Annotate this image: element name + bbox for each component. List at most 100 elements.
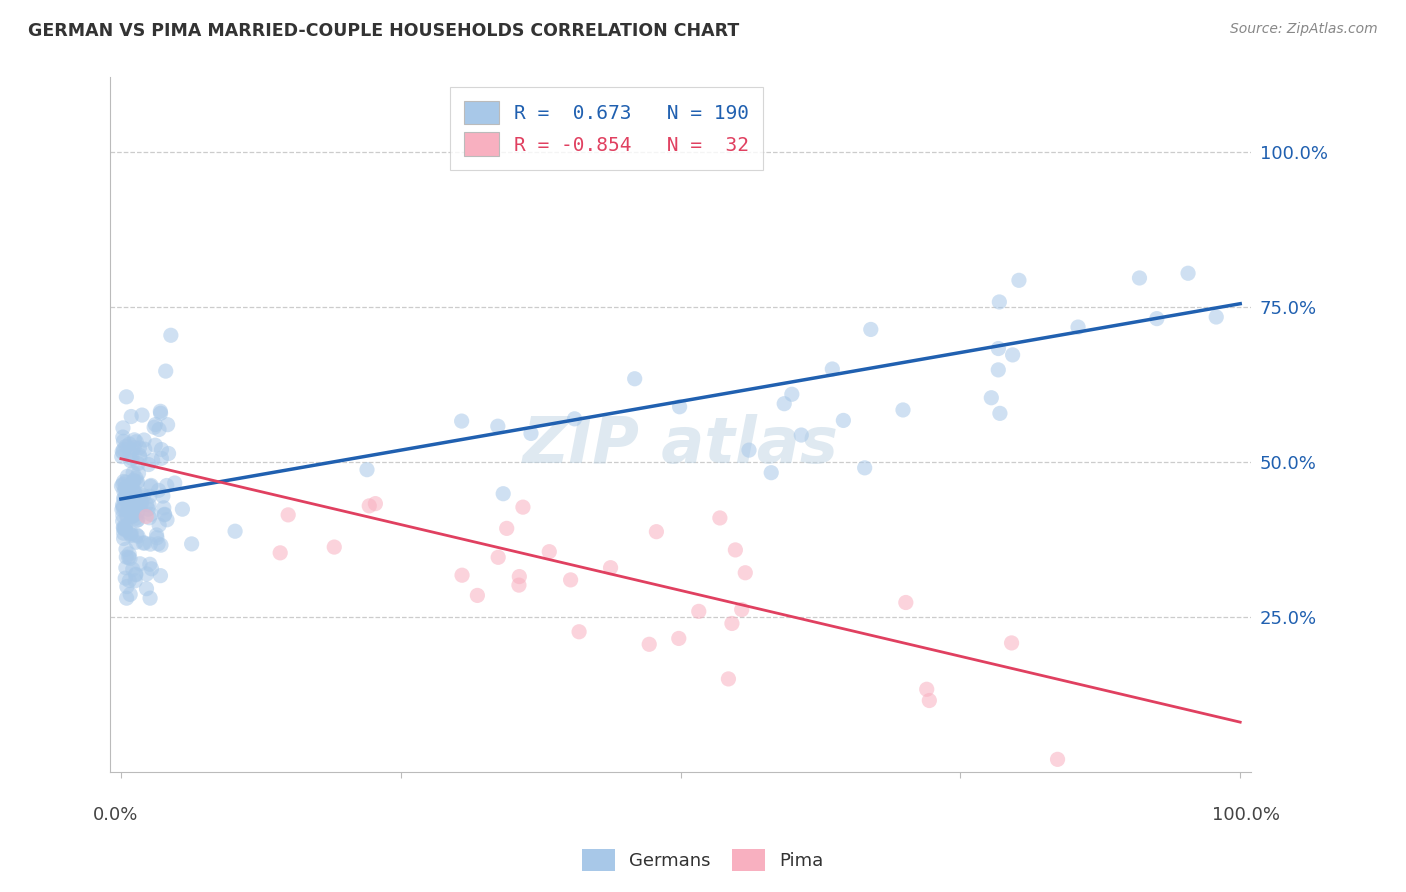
Point <box>118 503 141 517</box>
Point <box>121 492 143 507</box>
Point <box>160 328 183 343</box>
Point <box>121 495 143 509</box>
Legend: R =  0.673   N = 190, R = -0.854   N =  32: R = 0.673 N = 190, R = -0.854 N = 32 <box>450 87 762 169</box>
Point <box>277 508 299 522</box>
Text: 100.0%: 100.0% <box>1212 805 1279 824</box>
Point <box>112 434 135 449</box>
Point <box>156 513 179 527</box>
Point <box>988 295 1011 310</box>
Point <box>121 443 143 458</box>
Point <box>115 561 138 575</box>
Point <box>138 510 160 524</box>
Point <box>115 475 138 490</box>
Point <box>915 682 938 697</box>
Point <box>125 507 148 521</box>
Point <box>128 441 150 455</box>
Point <box>125 528 148 542</box>
Point <box>156 478 179 492</box>
Point <box>127 486 149 500</box>
Point <box>118 551 141 566</box>
Point <box>112 522 135 536</box>
Point <box>122 475 145 489</box>
Point <box>122 485 145 500</box>
Point <box>1001 348 1024 362</box>
Point <box>734 566 756 580</box>
Point <box>987 363 1010 377</box>
Point <box>450 414 472 428</box>
Point <box>568 624 591 639</box>
Point <box>163 475 186 490</box>
Point <box>668 632 690 646</box>
Point <box>157 446 180 460</box>
Point <box>155 364 177 378</box>
Point <box>520 426 543 441</box>
Point <box>121 491 143 506</box>
Point <box>121 509 143 524</box>
Point <box>128 497 150 511</box>
Point <box>124 485 146 500</box>
Point <box>135 509 157 524</box>
Point <box>112 499 135 513</box>
Point <box>139 591 162 606</box>
Point <box>117 500 139 514</box>
Point <box>790 428 813 442</box>
Point <box>780 387 803 401</box>
Point <box>112 501 135 516</box>
Point <box>121 508 143 523</box>
Point <box>364 497 387 511</box>
Point <box>118 437 141 451</box>
Point <box>512 500 534 515</box>
Point <box>149 406 172 420</box>
Point <box>115 439 138 453</box>
Point <box>987 342 1010 356</box>
Point <box>153 508 176 522</box>
Point <box>645 524 668 539</box>
Point <box>132 433 155 447</box>
Point <box>115 542 138 557</box>
Point <box>118 547 141 561</box>
Point <box>356 463 378 477</box>
Point <box>148 483 170 498</box>
Point <box>114 521 136 535</box>
Point <box>139 479 162 493</box>
Point <box>118 574 141 588</box>
Point <box>668 400 690 414</box>
Point <box>359 499 381 513</box>
Point <box>152 500 174 515</box>
Point <box>1000 636 1022 650</box>
Point <box>1205 310 1227 324</box>
Point <box>127 475 149 489</box>
Point <box>117 485 139 500</box>
Point <box>150 442 173 457</box>
Point <box>111 502 134 516</box>
Point <box>124 567 146 582</box>
Point <box>134 442 156 457</box>
Point <box>832 413 855 427</box>
Point <box>638 637 661 651</box>
Point <box>117 489 139 503</box>
Point <box>773 397 796 411</box>
Point <box>135 498 157 512</box>
Point <box>120 528 142 542</box>
Point <box>717 672 740 686</box>
Point <box>127 513 149 527</box>
Point <box>761 466 783 480</box>
Point <box>149 404 172 418</box>
Point <box>131 408 153 422</box>
Point <box>131 496 153 510</box>
Point <box>121 451 143 466</box>
Point <box>115 580 138 594</box>
Point <box>114 519 136 533</box>
Point <box>1128 271 1150 285</box>
Point <box>141 562 163 576</box>
Point <box>132 536 155 550</box>
Point <box>112 446 135 460</box>
Point <box>125 491 148 505</box>
Point <box>1008 273 1031 287</box>
Point <box>918 693 941 707</box>
Point <box>122 441 145 455</box>
Point <box>127 457 149 471</box>
Point <box>142 453 165 467</box>
Text: ZIP atlas: ZIP atlas <box>523 415 838 476</box>
Point <box>127 497 149 511</box>
